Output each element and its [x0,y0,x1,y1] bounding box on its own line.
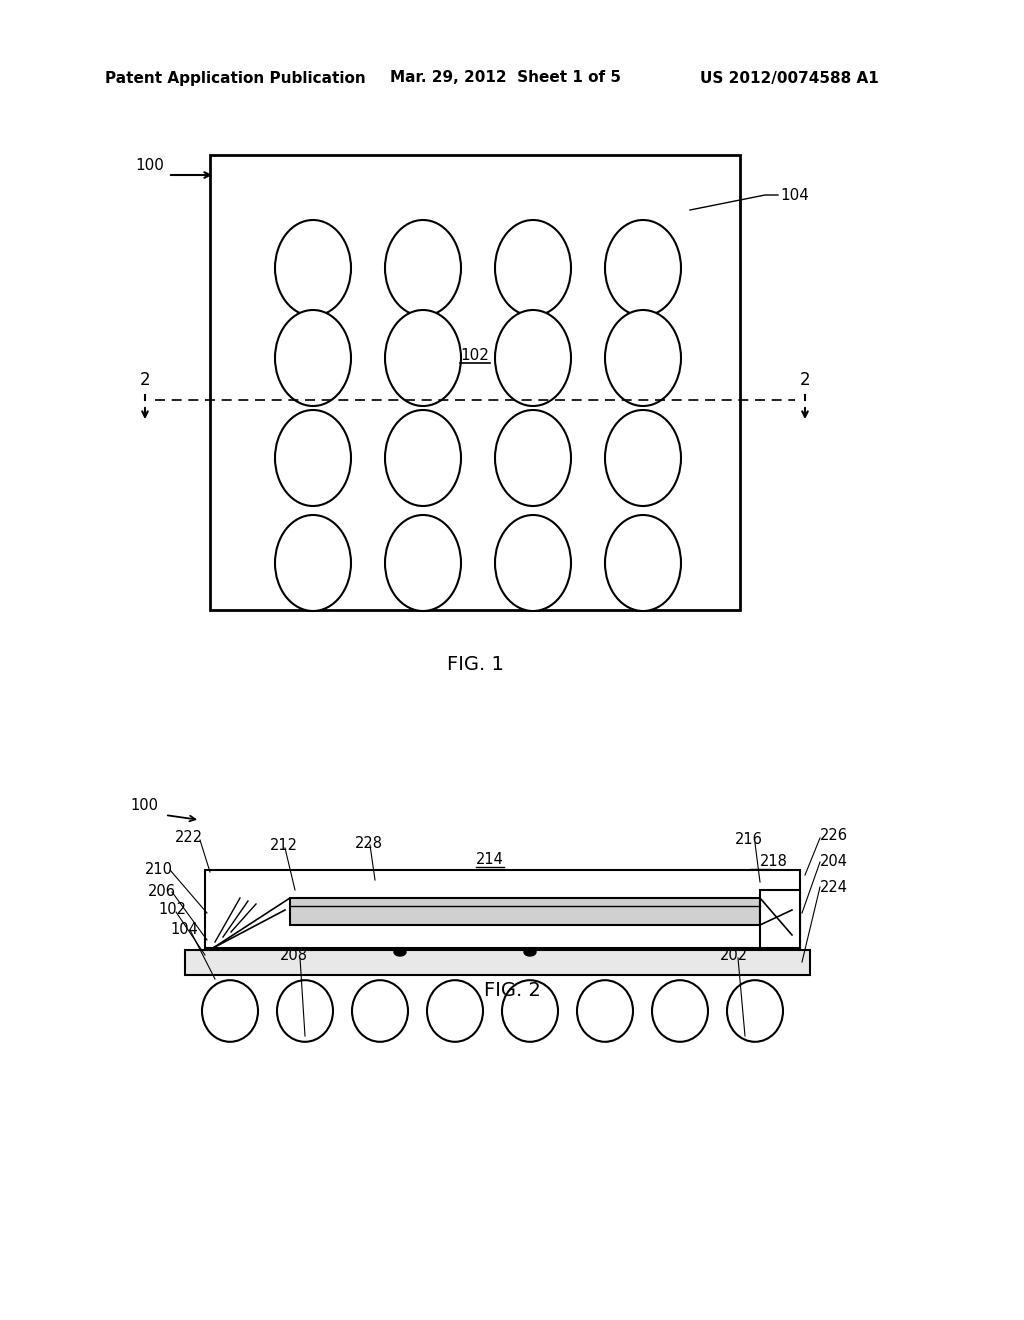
Text: Mar. 29, 2012  Sheet 1 of 5: Mar. 29, 2012 Sheet 1 of 5 [390,70,621,86]
Text: 206: 206 [148,884,176,899]
Ellipse shape [385,515,461,611]
Bar [760,890,800,948]
Ellipse shape [275,310,351,407]
Ellipse shape [577,981,633,1041]
Ellipse shape [385,411,461,506]
Bar [205,870,800,948]
Text: 218: 218 [760,854,787,870]
Ellipse shape [605,411,681,506]
Ellipse shape [605,220,681,315]
Ellipse shape [385,220,461,315]
Text: 216: 216 [735,833,763,847]
Text: 228: 228 [355,836,383,850]
Ellipse shape [727,981,783,1041]
Ellipse shape [427,981,483,1041]
Ellipse shape [202,981,258,1041]
Text: 100: 100 [130,797,158,813]
Bar [185,950,810,975]
Ellipse shape [352,981,408,1041]
Text: 214: 214 [476,853,504,867]
Text: Patent Application Publication: Patent Application Publication [105,70,366,86]
Ellipse shape [502,981,558,1041]
Text: 224: 224 [820,879,848,895]
Text: 2: 2 [139,371,151,389]
Ellipse shape [605,310,681,407]
Text: 212: 212 [270,837,298,853]
Ellipse shape [275,411,351,506]
Ellipse shape [495,515,571,611]
Ellipse shape [605,515,681,611]
Text: 104: 104 [780,187,809,202]
Ellipse shape [524,948,536,956]
Text: 102: 102 [158,903,186,917]
Text: 202: 202 [720,948,749,962]
Ellipse shape [275,515,351,611]
Text: 102: 102 [461,347,489,363]
Text: FIG. 2: FIG. 2 [483,981,541,999]
Text: 226: 226 [820,828,848,842]
Text: FIG. 1: FIG. 1 [446,656,504,675]
Ellipse shape [495,220,571,315]
Text: 204: 204 [820,854,848,870]
Text: 222: 222 [175,830,203,846]
Ellipse shape [652,981,708,1041]
Bar [210,154,740,610]
Text: 208: 208 [280,948,308,962]
Ellipse shape [385,310,461,407]
Ellipse shape [278,981,333,1041]
Ellipse shape [275,220,351,315]
Text: US 2012/0074588 A1: US 2012/0074588 A1 [700,70,879,86]
Ellipse shape [495,310,571,407]
Text: 210: 210 [145,862,173,878]
Bar [290,898,760,925]
Ellipse shape [394,948,406,956]
Text: 2: 2 [800,371,810,389]
Ellipse shape [495,411,571,506]
Text: 100: 100 [135,157,164,173]
Text: 104: 104 [170,923,198,937]
